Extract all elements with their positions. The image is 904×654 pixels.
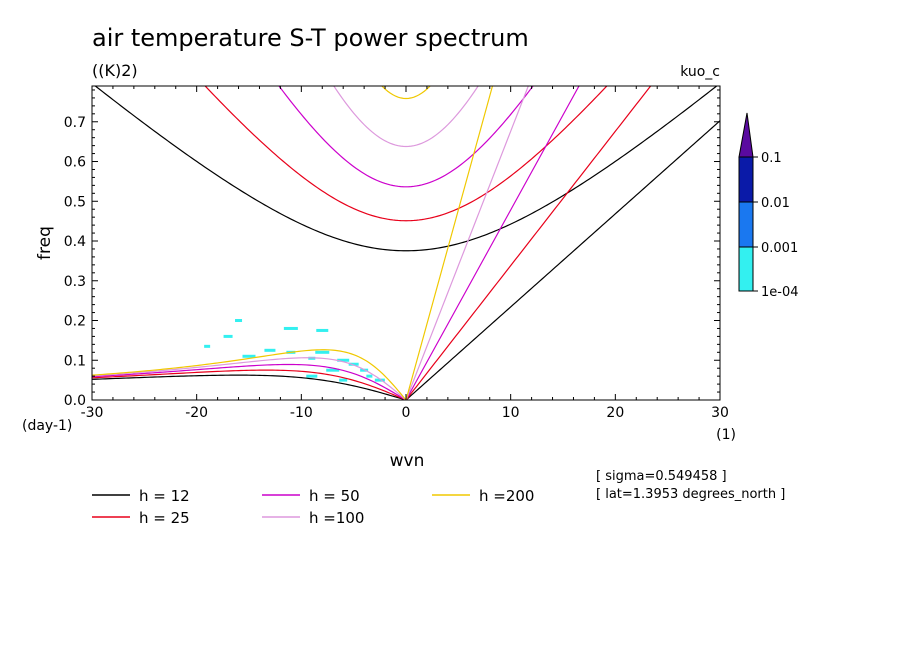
x-tick-label: 20: [606, 405, 624, 421]
colorbar-swatch: [738, 246, 754, 292]
spectrum-shade-patch: [223, 334, 233, 338]
spectrum-shade-patch: [306, 374, 318, 378]
colorbar-swatch: [738, 156, 754, 203]
units-label: ((K)2): [92, 61, 138, 80]
y-axis-label: freq: [35, 226, 55, 260]
y-tick-label: 0.7: [64, 115, 86, 131]
spectrum-shade-patch: [315, 350, 330, 354]
y-tick-label: 0.4: [64, 234, 86, 250]
curve-rossby-h-200: [92, 349, 407, 400]
colorbar: 0.1 0.01 0.001 1e-04: [738, 112, 799, 300]
chart-title: air temperature S-T power spectrum: [92, 24, 529, 52]
x-tick-label: 0: [402, 405, 411, 421]
spectrum-shade-patch: [337, 358, 350, 362]
y-tick-label: 0.5: [64, 194, 86, 210]
y-tick-label: 0.6: [64, 155, 86, 171]
legend-label: h = 50: [309, 487, 360, 505]
x-tick-label: -20: [185, 405, 208, 421]
curve-rossby-h-100: [92, 357, 407, 400]
lat-annotation: [ lat=1.3953 degrees_north ]: [596, 487, 785, 502]
spectrum-shade-patch: [204, 344, 211, 348]
x-tick-label: 10: [502, 405, 520, 421]
legend-label: h =100: [309, 509, 364, 527]
colorbar-label: 1e-04: [761, 285, 799, 300]
plot-frame: [91, 85, 721, 401]
spectrum-shade-patch: [348, 362, 359, 366]
case-label: kuo_c: [680, 64, 720, 80]
spectrum-shade-patch: [235, 319, 243, 323]
x-tick-label: -30: [81, 405, 104, 421]
y-tick-label: 0.3: [64, 274, 86, 290]
sigma-annotation: [ sigma=0.549458 ]: [596, 469, 727, 484]
curve-kelvin-h-100: [405, 86, 529, 400]
spectrum-shade-patch: [326, 368, 340, 372]
y-tick-label: 0.0: [64, 393, 86, 409]
plot-area: [92, 86, 720, 400]
spectrum-shade-patch: [316, 328, 329, 332]
spectrum-shade-patch: [339, 378, 348, 382]
x-tick-label: -10: [290, 405, 313, 421]
legend-label: h = 25: [139, 509, 190, 527]
legend-label: h =200: [479, 487, 534, 505]
legend: h = 12 h = 25 h = 50 h =100 h =200: [92, 487, 534, 527]
curve-ig-h-25: [204, 86, 608, 222]
curve-ig-h-200: [381, 86, 431, 100]
curve-ig-h-100: [333, 86, 479, 148]
x-tick-label: 30: [711, 405, 729, 421]
colorbar-swatch: [738, 201, 754, 248]
spectrum-shade-patch: [283, 326, 298, 330]
curve-ig-h-50: [278, 86, 534, 188]
curve-rossby-h-12: [92, 374, 407, 400]
axes: -30 -20 -10 0 10 20 30 0.0 0.1 0.2 0.3 0.4 0.5 0.6 0.7: [64, 85, 729, 421]
curve-ig-h-12: [94, 86, 718, 252]
curve-kelvin-h-12: [405, 120, 720, 400]
curve-kelvin-h-200: [405, 86, 494, 400]
x-unit-label: (1): [716, 427, 736, 443]
spectrum-shade-patch: [374, 378, 385, 382]
y-unit-label: (day-1): [22, 418, 72, 434]
curve-kelvin-h-25: [405, 86, 652, 400]
spectrum-shade-patch: [366, 374, 373, 378]
spectrum-shade-patch: [242, 354, 256, 358]
y-tick-label: 0.2: [64, 314, 86, 330]
colorbar-label: 0.01: [761, 196, 790, 211]
x-axis-label: wvn: [390, 451, 425, 471]
plot-inner: [92, 86, 720, 400]
colorbar-label: 0.001: [761, 241, 798, 256]
curve-rossby-h-25: [92, 369, 407, 400]
y-tick-label: 0.1: [64, 353, 86, 369]
curve-kelvin-h-50: [405, 86, 580, 400]
colorbar-label: 0.1: [761, 151, 782, 166]
colorbar-top-triangle: [738, 112, 754, 158]
curve-rossby-h-50: [92, 363, 407, 400]
spectrum-shade-patch: [264, 348, 276, 352]
legend-label: h = 12: [139, 487, 190, 505]
